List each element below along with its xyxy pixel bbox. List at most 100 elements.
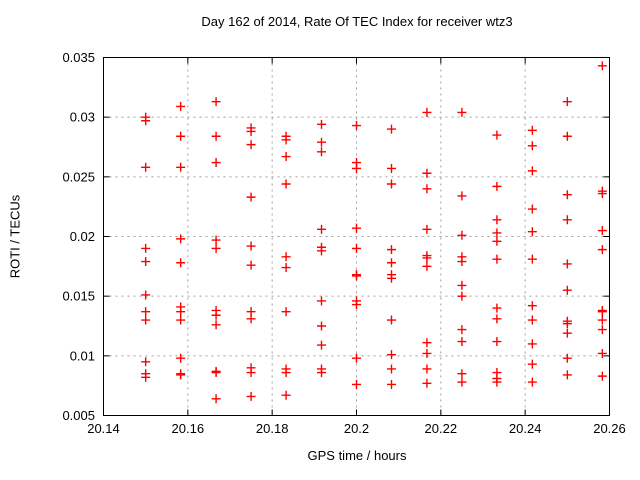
data-point-marker	[492, 303, 502, 313]
data-point-marker	[246, 391, 256, 401]
x-tick-label: 20.14	[87, 421, 120, 436]
data-point-marker	[422, 378, 432, 388]
data-point-marker	[597, 226, 607, 236]
data-point-marker	[281, 179, 291, 189]
data-point-marker	[492, 228, 502, 238]
data-point-marker	[527, 227, 537, 237]
data-point-marker	[597, 61, 607, 71]
data-point-marker	[317, 296, 327, 306]
data-point-marker	[457, 280, 467, 290]
data-point-marker	[386, 258, 396, 268]
data-point-marker	[422, 253, 432, 263]
data-point-marker	[492, 215, 502, 225]
data-point-marker	[386, 163, 396, 173]
data-point-marker	[527, 254, 537, 264]
data-point-marker	[141, 372, 151, 382]
data-point-marker	[386, 315, 396, 325]
data-point-marker	[211, 243, 221, 253]
data-point-marker	[492, 314, 502, 324]
data-point-marker	[141, 257, 151, 267]
data-point-marker	[597, 307, 607, 317]
data-point-marker	[211, 310, 221, 320]
data-point-marker	[422, 107, 432, 117]
data-point-marker	[141, 162, 151, 172]
data-point-marker	[352, 243, 361, 253]
data-point-marker	[422, 348, 432, 358]
data-point-marker	[386, 179, 396, 189]
data-point-marker	[457, 257, 467, 267]
data-point-marker	[281, 368, 291, 378]
data-point-marker	[562, 319, 572, 329]
y-axis-label: ROTI / TECUs	[7, 194, 23, 279]
y-tick-label: 0.01	[70, 348, 95, 363]
data-point-marker	[317, 137, 327, 147]
data-point-marker	[386, 379, 396, 389]
data-point-marker	[176, 307, 186, 317]
data-point-marker	[527, 377, 537, 387]
data-point-marker	[422, 184, 432, 194]
data-point-marker	[562, 97, 572, 107]
x-tick-label: 20.24	[509, 421, 542, 436]
y-tick-label: 0.015	[62, 289, 95, 304]
data-point-marker	[492, 236, 502, 246]
data-point-marker	[141, 307, 151, 317]
data-point-marker	[597, 245, 607, 255]
data-point-marker	[597, 189, 607, 199]
data-point-marker	[562, 131, 572, 141]
data-point-marker	[492, 377, 502, 387]
data-point-marker	[281, 307, 291, 317]
data-point-marker	[176, 131, 186, 141]
data-point-marker	[597, 371, 607, 381]
data-point-marker	[457, 107, 467, 117]
data-point-marker	[527, 301, 537, 311]
data-point-marker	[562, 259, 572, 269]
data-point-marker	[281, 390, 291, 400]
data-point-marker	[562, 353, 572, 363]
data-point-marker	[352, 121, 361, 131]
data-point-marker	[246, 126, 256, 136]
data-point-marker	[141, 315, 151, 325]
data-point-marker	[176, 258, 186, 268]
data-point-marker	[281, 263, 291, 273]
data-point-marker	[211, 368, 221, 378]
data-point-marker	[457, 377, 467, 387]
data-point-marker	[527, 359, 537, 369]
data-point-marker	[141, 116, 151, 126]
data-point-marker	[562, 370, 572, 380]
data-point-marker	[211, 131, 221, 141]
data-point-marker	[492, 254, 502, 264]
data-point-marker	[176, 162, 186, 172]
data-point-marker	[246, 140, 256, 150]
data-point-marker	[246, 192, 256, 202]
data-point-marker	[246, 241, 256, 251]
data-point-marker	[141, 357, 151, 367]
data-point-marker	[457, 325, 467, 335]
data-point-marker	[386, 245, 396, 255]
data-point-marker	[386, 273, 396, 283]
y-tick-label: 0.005	[62, 408, 95, 423]
data-point-marker	[422, 338, 432, 348]
data-point-marker	[597, 315, 607, 325]
data-point-marker	[211, 97, 221, 107]
data-point-marker	[246, 368, 256, 378]
data-point-marker	[562, 328, 572, 338]
data-point-marker	[562, 285, 572, 295]
data-point-marker	[317, 368, 327, 378]
data-point-marker	[386, 124, 396, 134]
data-point-marker	[317, 224, 327, 234]
data-point-marker	[176, 353, 186, 363]
y-tick-label: 0.03	[70, 110, 95, 125]
data-point-marker	[352, 163, 361, 173]
data-point-marker	[281, 152, 291, 162]
data-point-marker	[246, 260, 256, 270]
data-point-marker	[211, 235, 221, 245]
data-point-marker	[457, 230, 467, 240]
data-point-marker	[386, 350, 396, 360]
data-point-marker	[527, 339, 537, 349]
data-point-marker	[281, 135, 291, 145]
data-point-marker	[527, 166, 537, 176]
data-point-marker	[597, 325, 607, 335]
data-point-marker	[317, 340, 327, 350]
data-point-marker	[176, 234, 186, 244]
